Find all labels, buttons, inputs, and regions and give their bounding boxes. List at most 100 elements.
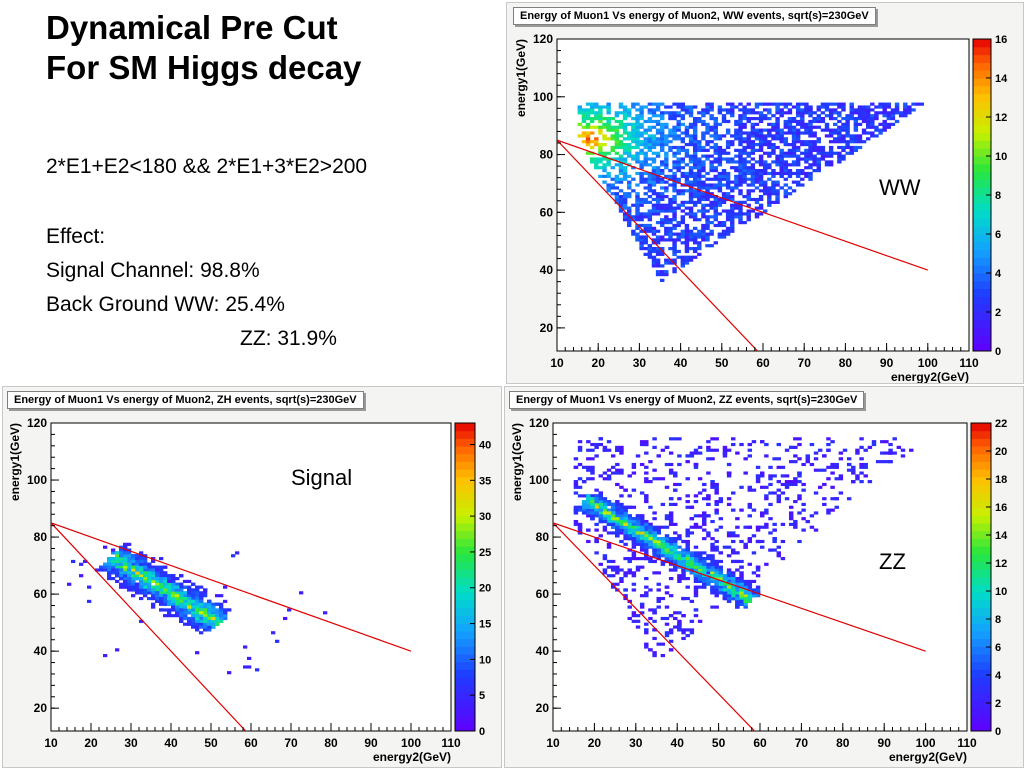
zz-bin xyxy=(714,491,719,495)
zh-palette-tick-label: 20 xyxy=(479,583,491,595)
ww-bin xyxy=(664,160,669,164)
ww-bin xyxy=(721,221,727,225)
zh-bin xyxy=(123,582,128,586)
ww-bin xyxy=(738,125,743,129)
ww-bin xyxy=(800,183,805,187)
ww-bin xyxy=(730,226,735,230)
ww-bin xyxy=(742,180,747,184)
ww-bin xyxy=(717,137,723,141)
ww-bin xyxy=(688,186,694,190)
zz-bin xyxy=(610,525,616,529)
zz-bin xyxy=(594,537,599,541)
ww-bin xyxy=(697,209,702,213)
zz-bin xyxy=(581,508,587,512)
ww-bin xyxy=(816,160,821,164)
zz-bin xyxy=(768,482,773,487)
ww-bin xyxy=(705,226,710,230)
zh-bin xyxy=(207,625,212,629)
zh-bin xyxy=(111,571,116,575)
zz-bin xyxy=(577,522,583,526)
zz-bin xyxy=(739,596,744,601)
zz-bin xyxy=(764,562,769,566)
ww-bin xyxy=(655,197,661,202)
ww-bin xyxy=(647,140,653,144)
zz-bin xyxy=(693,585,699,589)
zz-bin xyxy=(677,534,682,538)
ww-bin xyxy=(643,235,648,239)
ww-bin xyxy=(725,157,731,161)
zh-bin xyxy=(135,574,140,578)
zh-bin xyxy=(195,651,200,655)
ww-bin xyxy=(758,183,764,187)
zz-bin xyxy=(668,648,674,652)
ww-bin xyxy=(771,122,776,126)
zz-bin xyxy=(610,471,616,475)
zz-bin xyxy=(735,577,740,581)
ww-bin xyxy=(660,206,665,210)
zz-bin xyxy=(573,465,579,469)
ww-bin xyxy=(589,119,595,124)
ww-palette-tick-label: 0 xyxy=(995,346,1001,358)
ww-bin xyxy=(631,177,636,181)
ww-bin xyxy=(676,160,681,164)
zh-chart-panel: 10 20 30 40 50 60 70 80 90 100 110 20 40 60 80 100 120 en… xyxy=(2,386,502,768)
zh-palette-swatch xyxy=(455,507,475,516)
ww-bin xyxy=(730,212,735,216)
ww-bin xyxy=(622,114,628,118)
ww-bin xyxy=(639,238,644,242)
zz-bin xyxy=(813,528,819,532)
ww-bin xyxy=(606,186,611,190)
ww-bin xyxy=(598,151,603,155)
ww-bin xyxy=(618,119,624,124)
zz-bin xyxy=(677,497,682,501)
ww-bin xyxy=(804,128,809,132)
zh-bin xyxy=(195,616,200,621)
zh-y-axis-label: energy1(GeV) xyxy=(8,423,22,501)
zh-bin xyxy=(131,582,136,586)
zz-bin xyxy=(718,500,724,504)
zh-bin xyxy=(131,588,136,592)
ww-palette-swatch xyxy=(973,179,991,188)
ww-bin xyxy=(709,206,714,210)
ww-bin xyxy=(725,186,731,190)
zz-bin xyxy=(710,559,715,564)
ww-bin xyxy=(824,163,830,167)
ww-bin xyxy=(668,235,673,239)
ww-bin xyxy=(614,174,620,178)
zz-bin xyxy=(697,445,703,449)
zh-palette-frame xyxy=(454,422,476,732)
ww-bin xyxy=(614,186,620,190)
ww-bin xyxy=(688,247,694,251)
zz-bin xyxy=(648,480,653,484)
zh-bin xyxy=(167,599,172,603)
zz-bin xyxy=(598,517,603,521)
ww-bin xyxy=(647,174,653,178)
ww-bin xyxy=(684,232,690,236)
zz-bin xyxy=(768,491,773,495)
ww-bin xyxy=(771,174,776,178)
ww-bin xyxy=(791,137,797,141)
ww-bin xyxy=(804,105,809,109)
zh-bin xyxy=(123,551,128,555)
zh-bin xyxy=(131,579,136,584)
zz-bin xyxy=(677,628,682,632)
zh-bin xyxy=(147,579,152,584)
ww-bin xyxy=(664,157,669,161)
ww-bin xyxy=(795,105,801,109)
ww-bin xyxy=(808,171,813,176)
ww-palette-swatch xyxy=(973,226,991,235)
ww-x-tick-label: 20 xyxy=(592,356,606,370)
ww-bin xyxy=(701,163,706,167)
zz-bin xyxy=(668,462,674,467)
ww-bin xyxy=(688,108,694,112)
zz-bin xyxy=(797,497,802,501)
zz-bin xyxy=(768,465,773,469)
ww-bin xyxy=(664,140,669,144)
ww-bin xyxy=(763,117,768,121)
ww-palette-tick-label: 2 xyxy=(995,307,1001,319)
ww-bin xyxy=(660,197,665,202)
ww-bin xyxy=(795,169,801,173)
zz-bin xyxy=(826,465,831,469)
zz-bin xyxy=(685,505,690,509)
ww-bin xyxy=(672,212,677,216)
